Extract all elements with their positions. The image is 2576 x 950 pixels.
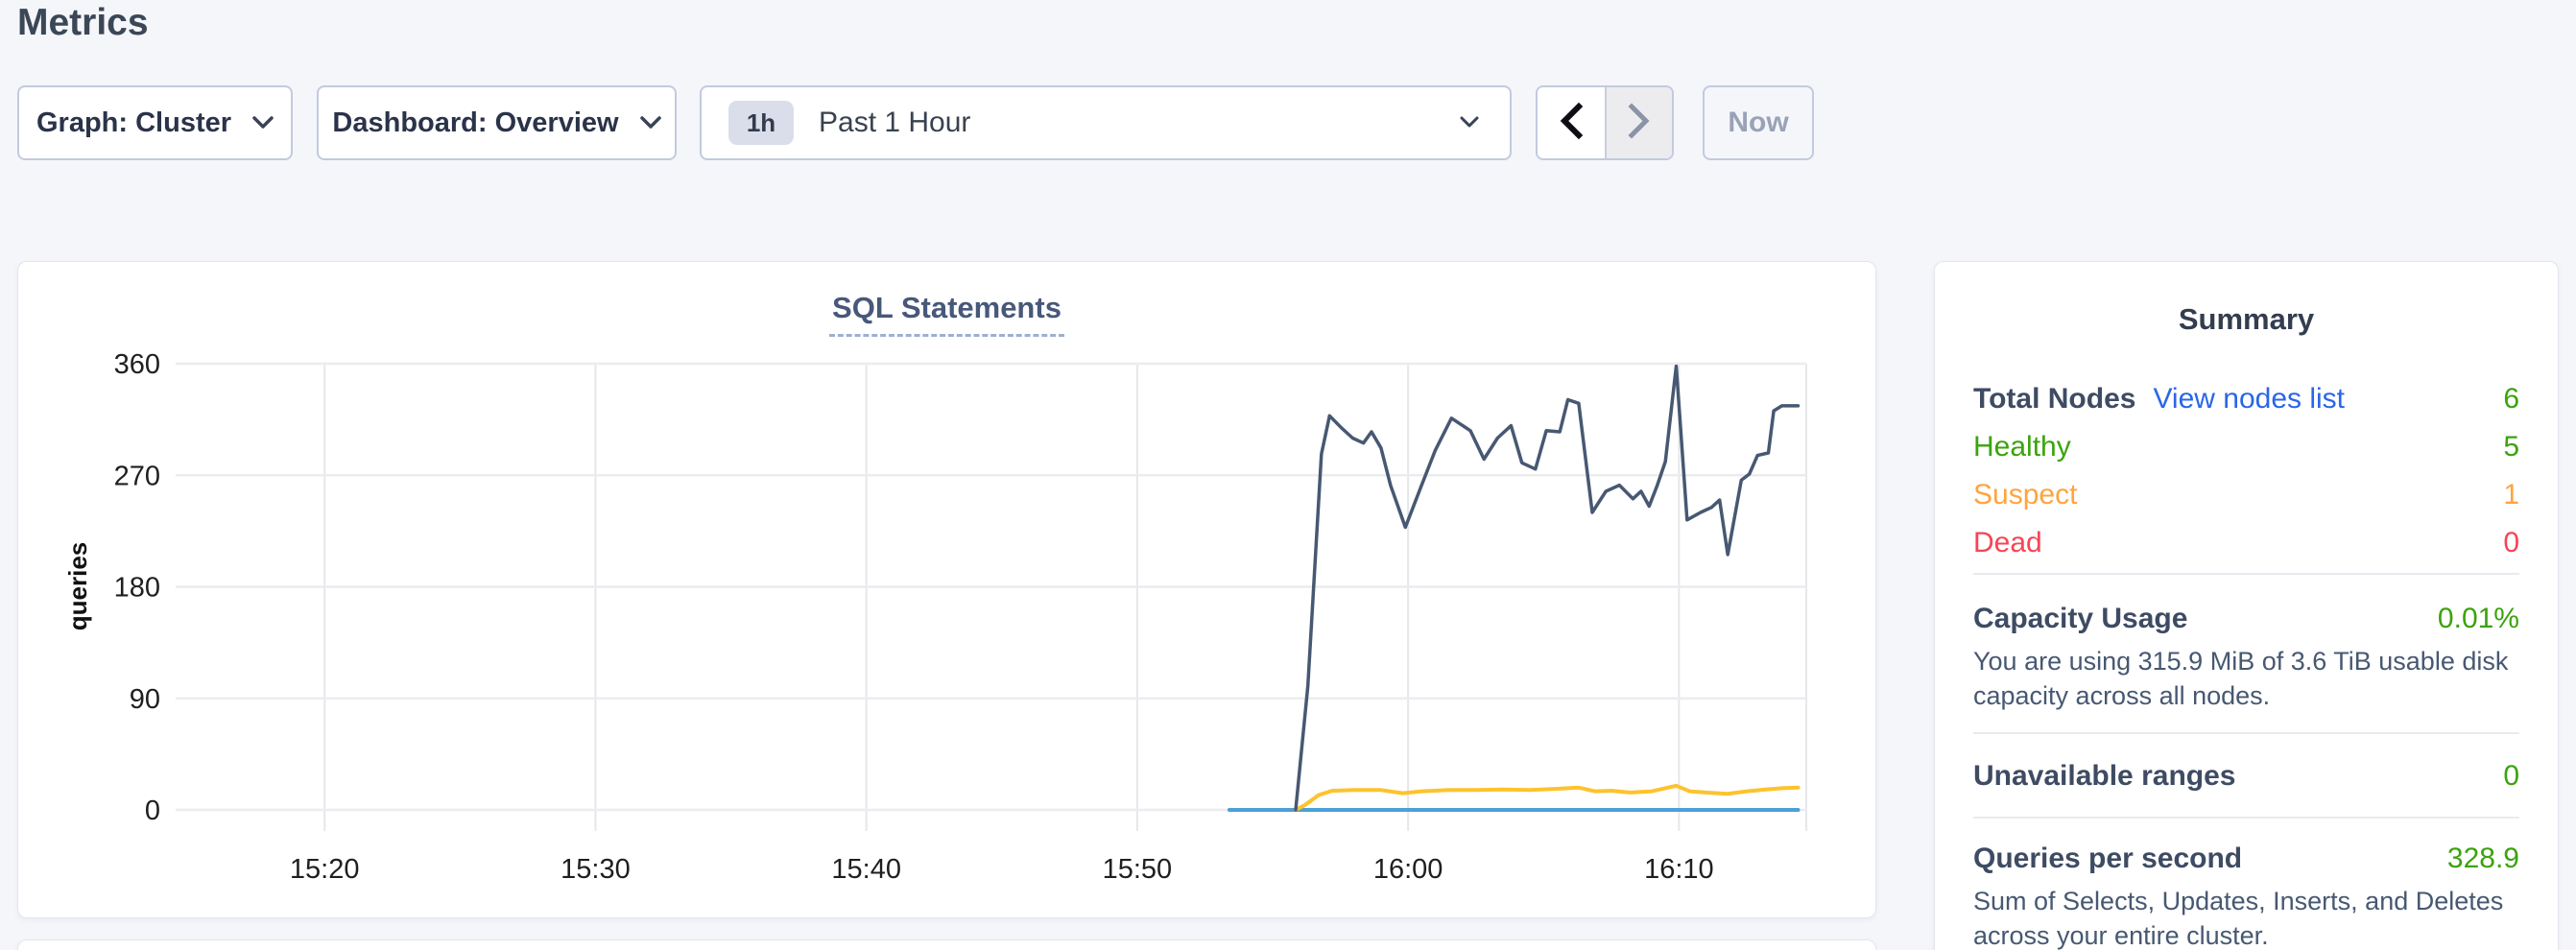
- chevron-down-icon: [252, 116, 274, 130]
- capacity-usage-label: Capacity Usage: [1973, 603, 2188, 634]
- dashboard-dropdown[interactable]: Dashboard: Overview: [317, 85, 677, 160]
- chevron-down-icon: [639, 116, 661, 130]
- healthy-label: Healthy: [1973, 431, 2071, 463]
- healthy-nodes-row: Healthy 5: [1973, 423, 2519, 471]
- dead-nodes-row: Dead 0: [1973, 519, 2519, 567]
- now-button-label: Now: [1728, 107, 1789, 138]
- summary-title: Summary: [2178, 302, 2315, 336]
- time-range-selector[interactable]: 1h Past 1 Hour: [700, 85, 1512, 160]
- total-nodes-row: Total Nodes View nodes list 6: [1973, 375, 2519, 423]
- y-tick-label: 360: [114, 349, 160, 380]
- next-timeframe-button[interactable]: [1605, 87, 1672, 158]
- page-title: Metrics: [17, 2, 149, 43]
- capacity-usage-value: 0.01%: [2437, 603, 2519, 634]
- x-tick-label: 15:20: [290, 854, 360, 885]
- time-range-badge: 1h: [728, 101, 794, 145]
- queries-per-second-row: Queries per second 328.9: [1973, 838, 2519, 880]
- y-tick-label: 180: [114, 573, 160, 604]
- chevron-right-icon: [1627, 102, 1652, 145]
- graph-dropdown-label: Graph: Cluster: [36, 107, 232, 138]
- chart-title-wrap: SQL Statements: [18, 291, 1875, 337]
- unavailable-ranges-label: Unavailable ranges: [1973, 760, 2236, 792]
- x-tick-label: 15:50: [1103, 854, 1173, 885]
- sql-statements-chart: 15:20 15:30 15:40 15:50 16:00 16:10 0 90 180 270 3…: [63, 349, 1807, 885]
- dead-label: Dead: [1973, 527, 2042, 558]
- series-line-series-2-yellow: [1294, 783, 1801, 812]
- y-tick-label: 270: [114, 461, 160, 491]
- suspect-label: Suspect: [1973, 479, 2078, 511]
- previous-timeframe-button[interactable]: [1538, 87, 1605, 158]
- divider: [1973, 573, 2519, 575]
- summary-panel: Summary Total Nodes View nodes list 6 He…: [1934, 261, 2559, 950]
- dashboard-dropdown-label: Dashboard: Overview: [332, 107, 619, 138]
- node-status-rows: Total Nodes View nodes list 6 Healthy 5 …: [1973, 375, 2519, 567]
- now-button[interactable]: Now: [1703, 85, 1814, 160]
- healthy-value: 5: [2503, 431, 2519, 463]
- unavailable-ranges-row: Unavailable ranges 0: [1973, 755, 2519, 797]
- graph-dropdown[interactable]: Graph: Cluster: [17, 85, 293, 160]
- queries-per-second-label: Queries per second: [1973, 843, 2243, 874]
- next-chart-card: [17, 939, 1876, 950]
- unavailable-ranges-value: 0: [2503, 760, 2519, 792]
- capacity-usage-row: Capacity Usage 0.01%: [1973, 598, 2519, 640]
- total-nodes-label: Total Nodes: [1973, 383, 2136, 415]
- suspect-value: 1: [2503, 479, 2519, 511]
- divider: [1973, 732, 2519, 734]
- chevron-down-icon: [1460, 116, 1481, 130]
- dead-value: 0: [2503, 527, 2519, 558]
- y-axis-label: queries: [63, 542, 92, 631]
- chart-title[interactable]: SQL Statements: [829, 291, 1064, 337]
- chevron-left-icon: [1559, 102, 1584, 145]
- y-tick-label: 90: [130, 684, 160, 715]
- total-nodes-value: 6: [2503, 383, 2519, 415]
- x-tick-label: 15:40: [831, 854, 901, 885]
- queries-per-second-description: Sum of Selects, Updates, Inserts, and De…: [1973, 887, 2504, 950]
- x-tick-label: 15:30: [561, 854, 631, 885]
- queries-per-second-value: 328.9: [2446, 843, 2519, 874]
- sql-statements-chart-card: 15:20 15:30 15:40 15:50 16:00 16:10 0 90 180 270 3…: [17, 261, 1876, 918]
- x-tick-label: 16:10: [1644, 854, 1714, 885]
- view-nodes-list-link[interactable]: View nodes list: [2153, 383, 2346, 415]
- divider: [1973, 817, 2519, 819]
- suspect-nodes-row: Suspect 1: [1973, 471, 2519, 519]
- time-step-button-group: [1536, 85, 1674, 160]
- time-range-label: Past 1 Hour: [819, 107, 971, 138]
- y-tick-label: 0: [145, 796, 160, 826]
- series-line-series-1-dark-slate: [1294, 364, 1801, 812]
- x-tick-label: 16:00: [1373, 854, 1443, 885]
- capacity-usage-description: You are using 315.9 MiB of 3.6 TiB usabl…: [1973, 647, 2509, 710]
